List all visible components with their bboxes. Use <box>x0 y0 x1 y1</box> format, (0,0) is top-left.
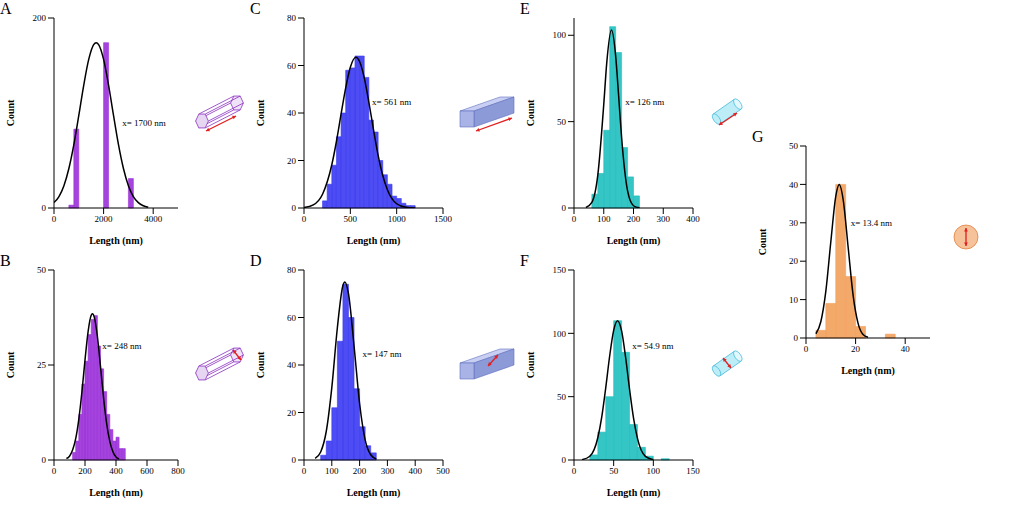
svg-text:400: 400 <box>686 214 700 224</box>
svg-text:50: 50 <box>557 117 567 127</box>
svg-text:20: 20 <box>851 344 861 354</box>
svg-text:0: 0 <box>292 455 297 465</box>
svg-text:500: 500 <box>344 214 358 224</box>
svg-text:Length (nm): Length (nm) <box>607 235 661 247</box>
svg-text:800: 800 <box>171 466 185 476</box>
svg-text:300: 300 <box>657 214 671 224</box>
svg-text:0: 0 <box>562 455 567 465</box>
html-text:x= 561 nm: x= 561 nm <box>372 96 412 107</box>
html-text:E: E <box>520 0 530 17</box>
html-text:x= 13.4 nm: x= 13.4 nm <box>850 217 892 228</box>
svg-text:200: 200 <box>627 214 641 224</box>
svg-text:100: 100 <box>553 329 567 339</box>
svg-text:Length (nm): Length (nm) <box>607 487 661 499</box>
svg-text:100: 100 <box>597 214 611 224</box>
svg-text:Length (nm): Length (nm) <box>347 235 401 247</box>
svg-text:500: 500 <box>436 466 450 476</box>
html-text:A: A <box>0 0 12 17</box>
svg-text:200: 200 <box>78 466 92 476</box>
svg-text:1000: 1000 <box>388 214 407 224</box>
svg-text:50: 50 <box>789 141 799 151</box>
svg-text:150: 150 <box>686 466 700 476</box>
html-text:D: D <box>250 252 262 269</box>
svg-text:80: 80 <box>287 265 297 275</box>
svg-text:0: 0 <box>292 203 297 213</box>
html-text:x= 54.9 nm: x= 54.9 nm <box>632 341 674 351</box>
svg-text:300: 300 <box>381 466 395 476</box>
svg-text:20: 20 <box>789 256 799 266</box>
svg-text:150: 150 <box>553 265 567 275</box>
svg-text:0: 0 <box>572 466 577 476</box>
svg-text:Length (nm): Length (nm) <box>841 365 895 377</box>
svg-text:40: 40 <box>789 180 799 190</box>
svg-text:Count: Count <box>5 351 16 378</box>
svg-text:Count: Count <box>525 351 536 378</box>
svg-text:100: 100 <box>647 466 661 476</box>
svg-text:40: 40 <box>287 108 297 118</box>
svg-text:0: 0 <box>302 214 307 224</box>
svg-text:0: 0 <box>52 214 57 224</box>
svg-text:60: 60 <box>287 61 297 71</box>
svg-text:Length (nm): Length (nm) <box>347 487 401 499</box>
svg-text:600: 600 <box>140 466 154 476</box>
svg-text:Count: Count <box>255 351 266 378</box>
svg-text:0: 0 <box>52 466 57 476</box>
svg-text:40: 40 <box>287 360 297 370</box>
html-text:x= 126 nm: x= 126 nm <box>625 96 665 107</box>
html-text:G: G <box>752 128 764 145</box>
svg-text:20: 20 <box>287 156 297 166</box>
html-text:x= 147 nm: x= 147 nm <box>362 348 402 359</box>
svg-text:Count: Count <box>255 99 266 126</box>
svg-text:0: 0 <box>804 344 809 354</box>
svg-text:1500: 1500 <box>434 214 453 224</box>
svg-text:0: 0 <box>302 466 307 476</box>
svg-text:30: 30 <box>789 218 799 228</box>
svg-text:80: 80 <box>287 13 297 23</box>
svg-text:Length (nm): Length (nm) <box>89 235 143 247</box>
svg-text:50: 50 <box>557 392 567 402</box>
svg-text:50: 50 <box>609 466 619 476</box>
svg-text:Count: Count <box>525 99 536 126</box>
svg-text:40: 40 <box>901 344 911 354</box>
svg-text:50: 50 <box>37 265 47 275</box>
svg-text:10: 10 <box>789 295 799 305</box>
svg-text:0: 0 <box>42 455 47 465</box>
svg-text:60: 60 <box>287 313 297 323</box>
svg-text:200: 200 <box>33 13 47 23</box>
svg-text:0: 0 <box>572 214 577 224</box>
html-text:x= 248 nm: x= 248 nm <box>102 341 142 351</box>
svg-text:Count: Count <box>757 228 768 255</box>
svg-text:2000: 2000 <box>95 214 114 224</box>
svg-text:4000: 4000 <box>144 214 163 224</box>
svg-text:Count: Count <box>5 99 16 126</box>
svg-text:Length (nm): Length (nm) <box>89 487 143 499</box>
svg-text:0: 0 <box>794 333 799 343</box>
html-text:F: F <box>520 252 529 269</box>
svg-text:25: 25 <box>37 360 47 370</box>
svg-text:400: 400 <box>408 466 422 476</box>
svg-text:0: 0 <box>42 203 47 213</box>
svg-text:0: 0 <box>562 203 567 213</box>
html-text:B: B <box>0 252 11 269</box>
html-text:C: C <box>250 0 261 17</box>
svg-text:20: 20 <box>287 408 297 418</box>
svg-text:100: 100 <box>325 466 339 476</box>
svg-text:400: 400 <box>109 466 123 476</box>
svg-text:200: 200 <box>353 466 367 476</box>
html-text:x= 1700 nm: x= 1700 nm <box>122 117 166 128</box>
svg-text:100: 100 <box>553 30 567 40</box>
